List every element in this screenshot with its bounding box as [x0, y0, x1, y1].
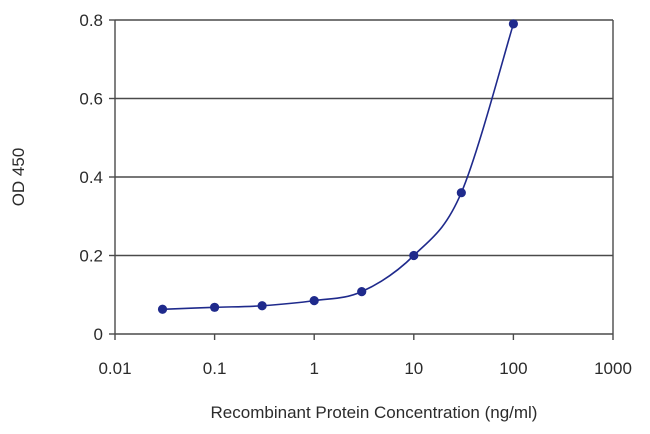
data-point	[309, 296, 319, 306]
y-tick-labels: 0 0.2 0.4 0.6 0.8	[79, 11, 103, 344]
data-point	[508, 19, 518, 29]
x-axis-title: Recombinant Protein Concentration (ng/ml…	[211, 403, 538, 422]
y-tick-label: 0.6	[79, 90, 103, 109]
data-point	[257, 301, 267, 311]
grid-lines	[115, 19, 613, 257]
x-tick-label: 1000	[594, 359, 632, 378]
x-tick-label: 0.1	[203, 359, 227, 378]
data-point	[157, 304, 168, 314]
data-point	[357, 287, 367, 297]
x-tick-label: 0.01	[98, 359, 131, 378]
series-line	[162, 23, 515, 311]
data-point	[210, 302, 220, 312]
axes	[109, 19, 614, 340]
series-curve	[162, 23, 515, 311]
x-tick-label: 100	[499, 359, 527, 378]
x-tick-label: 1	[309, 359, 318, 378]
y-tick-label: 0.8	[79, 11, 103, 30]
y-axis-title: OD 450	[9, 148, 28, 207]
y-tick-label: 0	[94, 325, 103, 344]
data-point	[456, 188, 466, 198]
y-tick-label: 0.4	[79, 168, 103, 187]
data-point	[409, 250, 419, 261]
data-points	[157, 19, 518, 314]
x-tick-label: 10	[404, 359, 423, 378]
x-tick-labels: 0.01 0.1 1 10 100 1000	[98, 359, 631, 378]
y-tick-label: 0.2	[79, 247, 103, 266]
